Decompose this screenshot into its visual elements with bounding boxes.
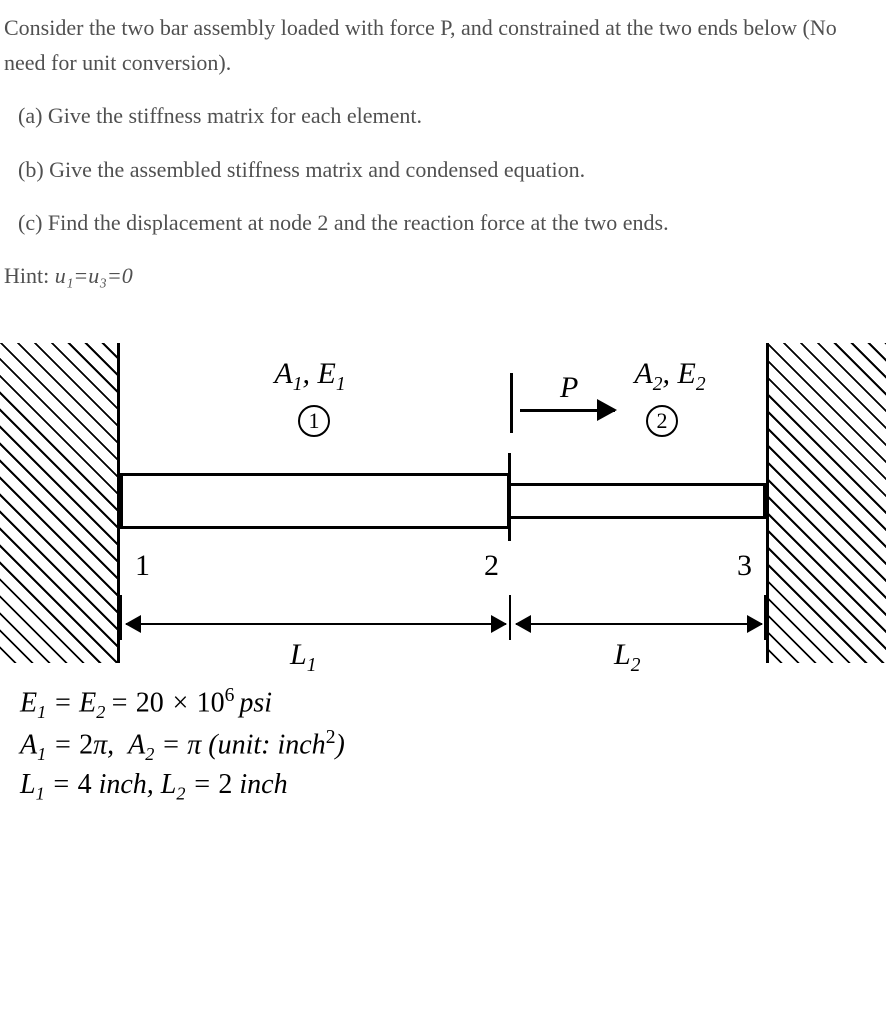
load-arrow (520, 409, 615, 412)
bar-element-1 (120, 473, 510, 529)
bar-element-2 (508, 483, 766, 519)
hint-prefix: Hint: (4, 263, 55, 288)
given-A: A1 = 2π, A2 = π (unit: inch2) (20, 725, 866, 766)
diagram: A1, E1 A2, E2 1 2 P 1 2 3 L1 L2 (0, 333, 886, 673)
question-b: (b) Give the assembled stiffness matrix … (0, 152, 886, 187)
dim-tick-2 (509, 595, 511, 640)
hatch-right (766, 343, 886, 663)
given-L: L1 = 4 inch, L2 = 2 inch (20, 766, 866, 806)
element2-properties-label: A2, E2 (580, 357, 760, 396)
dimension-L2 (516, 623, 762, 625)
joint-line-node2 (508, 453, 511, 541)
dimension-label-L1: L1 (290, 638, 316, 677)
given-E: E1 = E2 = 20 × 106 psi (20, 683, 866, 724)
element-number-2: 2 (646, 405, 678, 437)
hint-expr: u₁=u₃=0 (55, 263, 133, 288)
hatch-left (0, 343, 120, 663)
fixed-wall-left (0, 343, 120, 663)
dimension-L1 (126, 623, 506, 625)
element1-properties-label: A1, E1 (220, 357, 400, 396)
dim-tick-1 (120, 595, 122, 640)
problem-intro: Consider the two bar assembly loaded wit… (0, 10, 886, 80)
node-number-1: 1 (135, 549, 150, 583)
load-origin-tick (510, 373, 513, 433)
load-label-P: P (560, 371, 578, 405)
question-c: (c) Find the displacement at node 2 and … (0, 205, 886, 240)
wall-edge-right (766, 343, 769, 663)
hint: Hint: u₁=u₃=0 (0, 258, 886, 293)
node-number-3: 3 (737, 549, 752, 583)
node-number-2: 2 (484, 549, 499, 583)
dimension-label-L2: L2 (614, 638, 640, 677)
fixed-wall-right (766, 343, 886, 663)
given-data: E1 = E2 = 20 × 106 psi A1 = 2π, A2 = π (… (0, 683, 886, 806)
element-number-1: 1 (298, 405, 330, 437)
dim-tick-3 (764, 595, 766, 640)
question-a: (a) Give the stiffness matrix for each e… (0, 98, 886, 133)
